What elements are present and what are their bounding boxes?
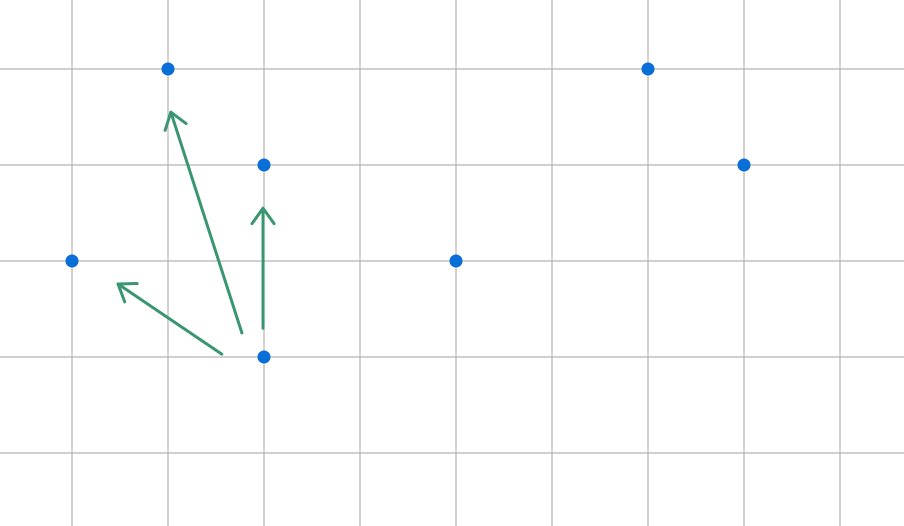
arrow-head-3 xyxy=(116,282,139,304)
arrows xyxy=(116,110,276,356)
point-7 xyxy=(257,350,271,364)
arrow-head-2 xyxy=(250,206,276,226)
point-3 xyxy=(257,158,271,172)
point-6 xyxy=(449,254,463,268)
point-2 xyxy=(641,62,655,76)
arrow-1 xyxy=(163,110,244,335)
point-1 xyxy=(161,62,175,76)
arrow-shaft-3 xyxy=(116,282,224,356)
arrow-3 xyxy=(116,282,224,356)
point-5 xyxy=(65,254,79,268)
arrow-2 xyxy=(250,206,276,330)
arrow-head-1 xyxy=(163,110,188,132)
arrow-shaft-1 xyxy=(169,110,244,335)
point-4 xyxy=(737,158,751,172)
points xyxy=(65,62,751,364)
